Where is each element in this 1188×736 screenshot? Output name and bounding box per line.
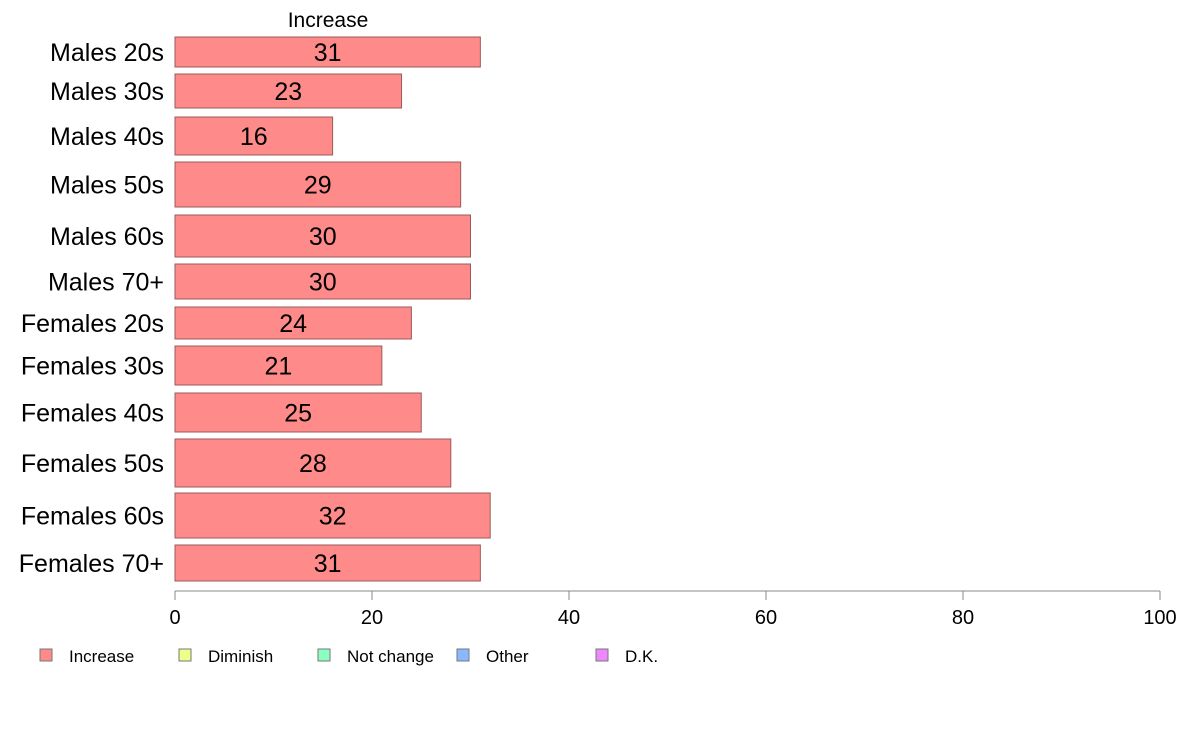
legend-label: Diminish <box>208 647 273 666</box>
bar <box>174 345 383 386</box>
bar-value-label: 29 <box>304 172 332 200</box>
bar-value-label: 21 <box>265 353 293 381</box>
category-label: Males 40s <box>50 123 164 151</box>
category-label: Males 70+ <box>48 269 164 297</box>
x-tick-label: 0 <box>169 607 180 629</box>
bar <box>174 544 481 582</box>
bar-value-label: 30 <box>309 269 337 297</box>
legend: Increase Diminish Not change Other D.K. <box>39 647 658 666</box>
x-tick-label: 100 <box>1143 607 1176 629</box>
bar-value-label: 31 <box>314 550 342 578</box>
series-header: Increase <box>288 9 369 32</box>
bar-value-label: 32 <box>319 503 347 531</box>
legend-swatch <box>456 648 470 662</box>
bar-value-label: 25 <box>284 400 312 428</box>
bar-value-label: 28 <box>299 450 327 478</box>
legend-label: Not change <box>347 647 434 666</box>
legend-label: Increase <box>69 647 134 666</box>
category-label: Females 40s <box>21 400 164 428</box>
bar-value-label: 31 <box>314 39 342 67</box>
bar-value-label: 16 <box>240 123 268 151</box>
bar <box>174 214 471 258</box>
legend-label: D.K. <box>625 647 658 666</box>
bar <box>174 306 412 340</box>
category-label: Females 30s <box>21 353 164 381</box>
x-tick-label: 20 <box>361 607 383 629</box>
category-label: Males 30s <box>50 78 164 106</box>
bars-group: Males 20s 31 Males 30s 23 Males 40s 16 Males 5… <box>19 36 491 582</box>
bar <box>174 36 481 68</box>
category-label: Females 50s <box>21 450 164 478</box>
legend-swatch <box>595 648 609 662</box>
bar <box>174 438 452 488</box>
x-tick-label: 80 <box>952 607 974 629</box>
bar <box>174 161 462 208</box>
category-label: Females 60s <box>21 503 164 531</box>
bar-value-label: 23 <box>274 78 302 106</box>
legend-swatch <box>39 648 53 662</box>
x-tick-label: 40 <box>558 607 580 629</box>
category-label: Males 20s <box>50 39 164 67</box>
bar <box>174 116 334 156</box>
legend-swatch <box>178 648 192 662</box>
bar <box>174 73 403 109</box>
x-tick-label: 60 <box>755 607 777 629</box>
category-label: Males 50s <box>50 172 164 200</box>
category-label: Females 20s <box>21 310 164 338</box>
x-axis: 0 20 40 60 80 100 <box>169 590 1177 629</box>
bar-value-label: 24 <box>279 310 307 338</box>
bar <box>174 263 471 300</box>
legend-label: Other <box>486 647 529 666</box>
legend-swatch <box>317 648 331 662</box>
bar-value-label: 30 <box>309 223 337 251</box>
bar <box>174 492 491 539</box>
category-label: Males 60s <box>50 223 164 251</box>
category-label: Females 70+ <box>19 550 164 578</box>
bar <box>174 392 422 433</box>
